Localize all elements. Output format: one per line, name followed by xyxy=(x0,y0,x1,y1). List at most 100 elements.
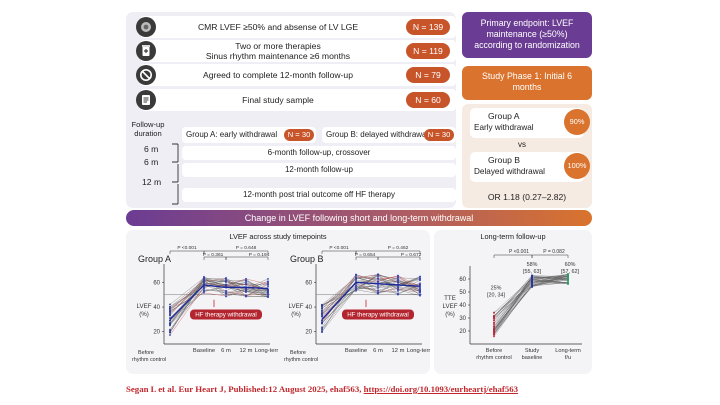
patient-point xyxy=(377,278,379,281)
patient-point xyxy=(169,329,171,332)
patient-point xyxy=(245,278,247,280)
patient-point xyxy=(397,280,399,283)
citation: Segan L et al. Eur Heart J, Published:12… xyxy=(126,384,596,394)
patient-point xyxy=(267,285,269,288)
patient-point xyxy=(225,292,227,295)
patient-point xyxy=(225,280,227,283)
patient-point xyxy=(225,295,227,297)
group-b-label: Group B: delayed withdrawal xyxy=(326,130,429,139)
patient-point-before xyxy=(493,323,495,326)
flow-row-n: N = 60 xyxy=(406,92,450,108)
patient-point xyxy=(267,291,269,294)
p-value-label: P = 0.462 xyxy=(388,245,409,251)
patient-point-before xyxy=(493,335,495,338)
result-b-pct: 100% xyxy=(564,153,590,179)
x-tick-label: Long-term xyxy=(255,348,278,354)
x-tick-label-2: baseline xyxy=(522,355,543,361)
x-tick-label: Before xyxy=(486,348,502,354)
patient-point xyxy=(321,331,323,334)
patient-point xyxy=(355,287,357,289)
primary-endpoint-text: Primary endpoint: LVEF maintenance (≥50%… xyxy=(474,18,580,50)
group-a-label: Group A: early withdrawal xyxy=(186,130,278,139)
patient-point xyxy=(203,290,205,292)
patient-point xyxy=(355,289,357,292)
patient-point xyxy=(225,283,227,286)
patient-line xyxy=(493,275,569,332)
mean-line xyxy=(321,281,421,320)
patient-point xyxy=(377,289,379,292)
p-value-label: P <0.001 xyxy=(177,245,197,251)
patient-point xyxy=(419,282,421,285)
patient-point xyxy=(321,327,323,330)
patient-point xyxy=(377,280,379,283)
change-banner: Change in LVEF following short and long-… xyxy=(126,210,592,226)
patient-point-long xyxy=(567,273,569,276)
iqr-label: [20, 34] xyxy=(487,292,505,298)
patient-point xyxy=(203,277,205,279)
lower-right-title: Long-term follow-up xyxy=(480,232,546,241)
patient-point-long xyxy=(567,278,569,281)
p-value-label: P = 0.361 xyxy=(203,252,224,258)
patient-point-long xyxy=(567,281,569,284)
flow-row: Agreed to complete 12-month follow-up N =… xyxy=(136,64,456,86)
patient-point xyxy=(397,286,399,289)
patient-point-before xyxy=(493,311,495,314)
patient-point xyxy=(377,285,379,287)
patient-point xyxy=(377,292,379,295)
patient-point xyxy=(419,277,421,280)
patient-point xyxy=(245,288,247,291)
result-b-title: Group B xyxy=(488,155,521,165)
p-bracket xyxy=(377,256,421,260)
iqr-label: [55, 63] xyxy=(523,269,541,275)
group-b-chart: Group B 20 40 60 LVEF(%) Baseline 6 m 12 m Long-… xyxy=(284,245,430,363)
patient-point-baseline xyxy=(531,284,533,287)
patient-point-before xyxy=(493,321,495,324)
chart-title: Group B xyxy=(290,254,324,264)
patient-point-before xyxy=(493,319,495,322)
y-axis-label-unit: (%) xyxy=(291,311,301,318)
flow-row-n: N = 79 xyxy=(406,67,450,83)
duration-2: 6 m xyxy=(144,157,159,167)
patient-point xyxy=(169,331,171,334)
patient-point xyxy=(419,275,421,278)
x-tick-label: Long-term xyxy=(407,348,430,354)
duration-1: 6 m xyxy=(144,144,159,154)
p-value-label: P <0.001 xyxy=(329,245,349,251)
flow-row-text: CMR LVEF ≥50% and absense of LV LGE xyxy=(197,22,359,32)
x-tick-label-2: rhythm control xyxy=(476,355,511,361)
y-tick-label: 60 xyxy=(305,280,312,286)
x-tick-label-before-2: rhythm control xyxy=(284,357,318,363)
study-phase-text: Study Phase 1: Initial 6 months xyxy=(482,71,572,92)
citation-doi-link[interactable]: https://doi.org/10.1093/eurheartj/ehaf56… xyxy=(363,384,519,394)
patient-point xyxy=(169,314,171,317)
p-bracket xyxy=(355,250,421,254)
study-phase-box: Study Phase 1: Initial 6 months xyxy=(462,66,592,100)
patient-point-before xyxy=(493,329,495,332)
p-value-label: P = 0.194 xyxy=(249,252,270,258)
patient-point xyxy=(397,275,399,278)
pill-bottle-icon xyxy=(136,41,156,61)
phase-row-3: 12-month post trial outcome off HF thera… xyxy=(182,188,456,202)
patient-point xyxy=(267,278,269,280)
patient-point xyxy=(225,291,227,294)
p-value-label: P = 0.082 xyxy=(543,249,565,255)
x-tick-label-before-2: rhythm control xyxy=(132,357,166,363)
patient-point xyxy=(169,307,171,310)
patient-point xyxy=(169,305,171,308)
patient-point xyxy=(321,328,323,331)
x-tick-label-before: Before xyxy=(290,350,306,356)
p-bracket xyxy=(321,250,357,254)
result-a-sub: Early withdrawal xyxy=(474,123,534,132)
result-a-pct: 90% xyxy=(564,109,590,135)
p-value-label: P <0.001 xyxy=(509,249,529,255)
x-tick-label: 12 m xyxy=(240,348,253,354)
p-bracket xyxy=(531,254,569,258)
y-tick-label: 40 xyxy=(459,303,466,309)
flow-row-text: Final study sample xyxy=(242,95,314,105)
p-bracket xyxy=(203,250,269,254)
p-value-label: P = 0.648 xyxy=(236,245,257,251)
flow-row-text: Agreed to complete 12-month follow-up xyxy=(203,70,353,80)
p-bracket xyxy=(225,256,269,260)
x-tick-label: Baseline xyxy=(345,348,367,354)
flow-row-n: N = 139 xyxy=(406,19,450,35)
